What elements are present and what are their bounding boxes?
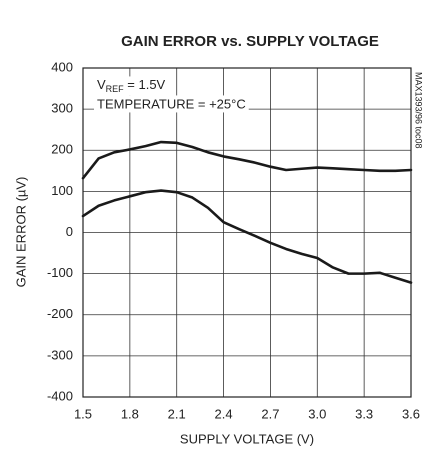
y-tick-label: 400 xyxy=(51,59,73,74)
x-tick-label: 2.1 xyxy=(168,406,186,421)
y-tick-label: -200 xyxy=(47,306,73,321)
y-tick-label: 300 xyxy=(51,101,73,116)
x-tick-label: 3.0 xyxy=(308,406,326,421)
vref-sub: REF xyxy=(106,84,125,94)
x-tick-label: 3.3 xyxy=(355,406,373,421)
vref-main: V xyxy=(97,77,106,92)
y-tick-label: -300 xyxy=(47,347,73,362)
y-tick-label: -100 xyxy=(47,265,73,280)
x-tick-label: 2.7 xyxy=(261,406,279,421)
series-line xyxy=(81,189,413,284)
x-tick-label: 3.6 xyxy=(402,406,420,421)
series-line xyxy=(81,140,413,180)
y-tick-label: -400 xyxy=(47,388,73,403)
label-background xyxy=(94,76,169,96)
plot-frame xyxy=(82,67,412,398)
vref-rest: = 1.5V xyxy=(124,77,166,92)
y-tick-label: 100 xyxy=(51,183,73,198)
x-tick-label: 1.8 xyxy=(121,406,139,421)
vref-label: VREF = 1.5V xyxy=(97,77,166,94)
chart-title: GAIN ERROR vs. SUPPLY VOLTAGE xyxy=(121,33,379,50)
label-background xyxy=(94,95,249,113)
y-axis-label: GAIN ERROR (µV) xyxy=(13,177,28,288)
y-tick-label: 200 xyxy=(51,142,73,157)
x-tick-label: 2.4 xyxy=(215,406,233,421)
side-label: MAX1393/96 toc08 xyxy=(414,72,424,149)
x-tick-label: 1.5 xyxy=(74,406,92,421)
y-tick-label: 0 xyxy=(66,224,73,239)
x-axis-label: SUPPLY VOLTAGE (V) xyxy=(180,431,314,446)
temperature-label: TEMPERATURE = +25°C xyxy=(97,96,246,111)
